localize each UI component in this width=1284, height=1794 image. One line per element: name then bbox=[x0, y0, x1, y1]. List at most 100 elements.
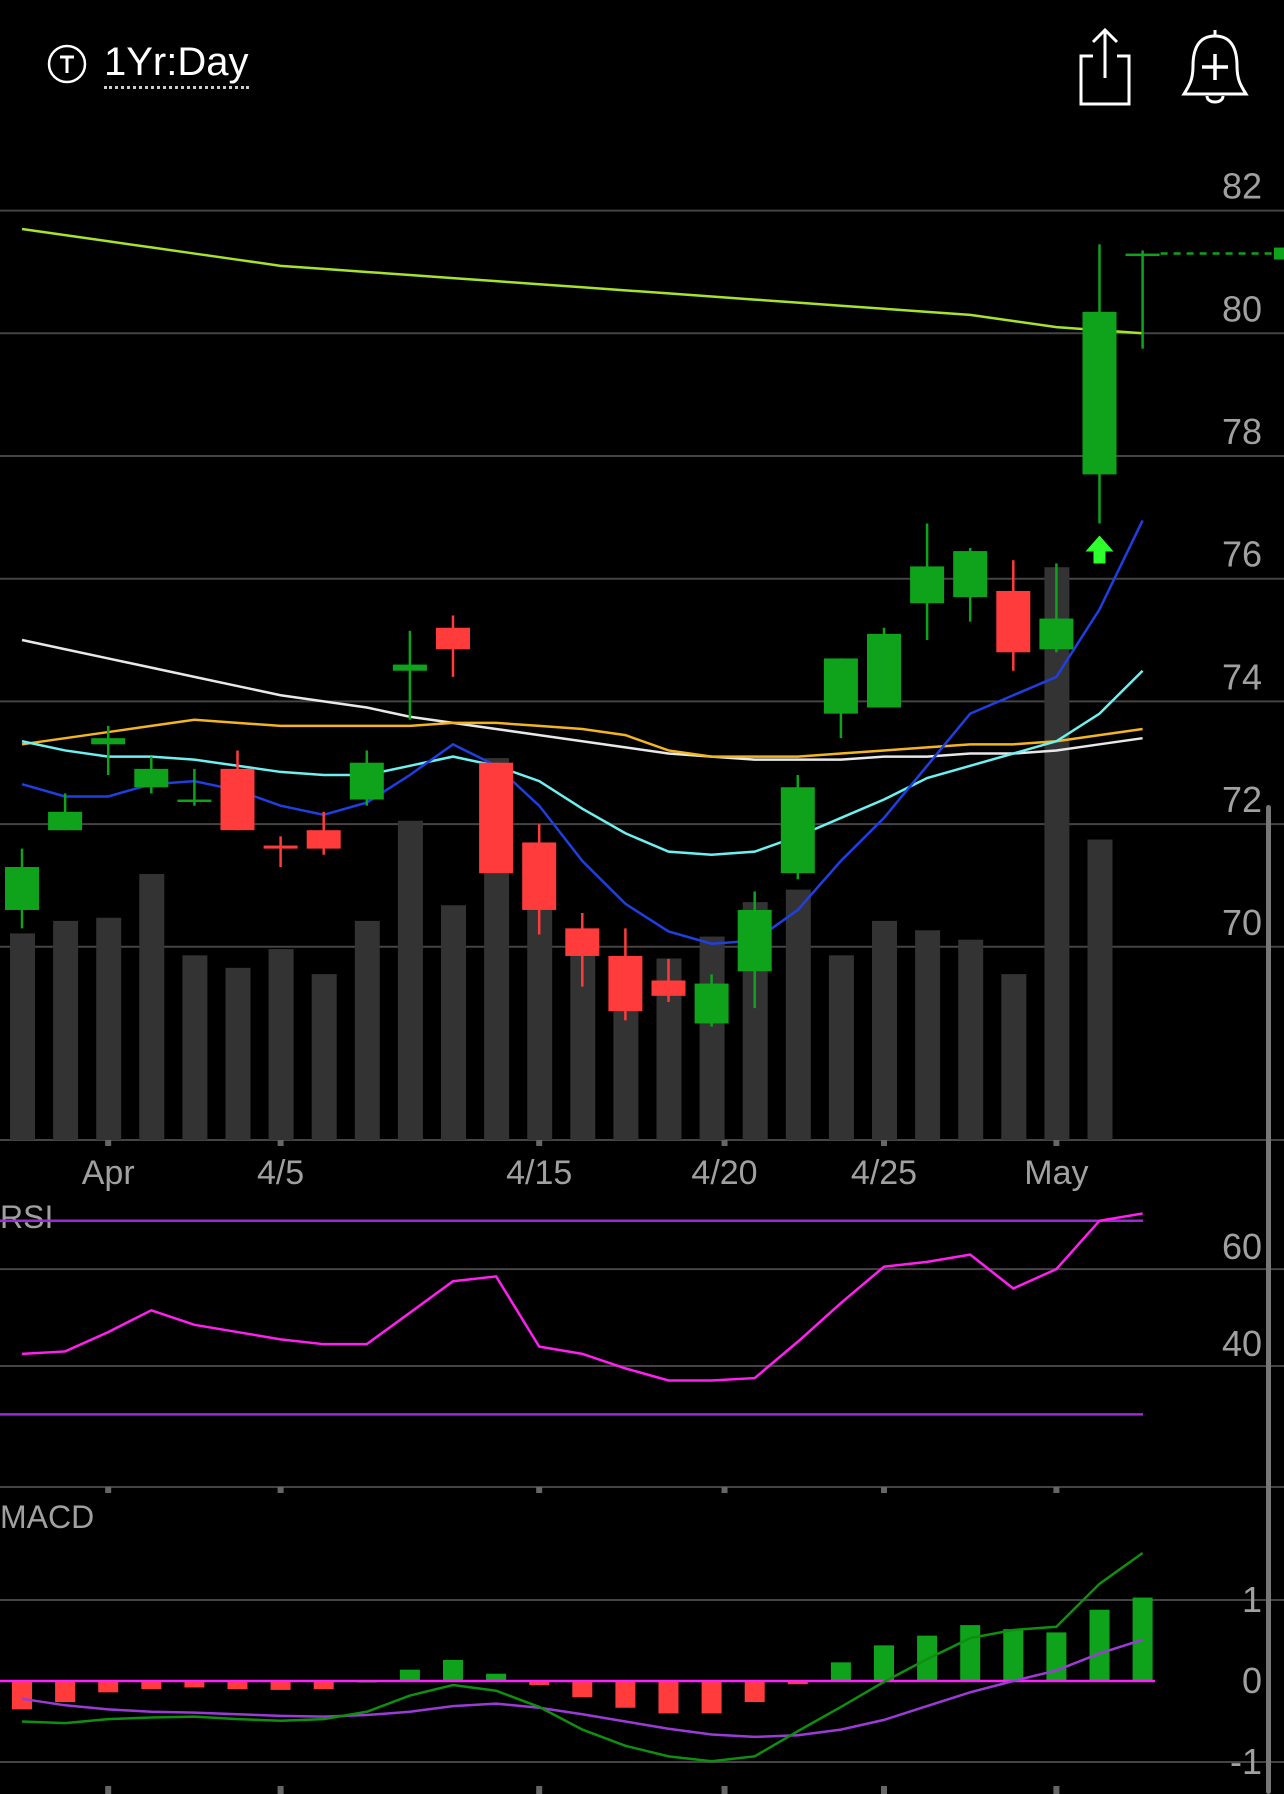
date-tick-mark bbox=[721, 1140, 728, 1146]
macd-histogram-bar bbox=[184, 1681, 205, 1688]
date-tick-label: 4/25 bbox=[851, 1154, 917, 1192]
candle-body bbox=[565, 928, 600, 956]
macd-histogram-bar bbox=[55, 1681, 76, 1703]
volume-bar bbox=[311, 974, 337, 1140]
candle-body bbox=[823, 658, 858, 714]
macd-histogram-bar bbox=[658, 1681, 679, 1714]
moving-average-line bbox=[21, 718, 1143, 758]
moving-averages bbox=[21, 227, 1144, 945]
macd-histogram-bar bbox=[1046, 1632, 1067, 1681]
macd-histogram-bar bbox=[830, 1662, 851, 1681]
scrollbar[interactable] bbox=[1266, 805, 1271, 1794]
macd-line bbox=[21, 1552, 1144, 1763]
price-tick-label: 74 bbox=[1222, 656, 1262, 697]
bell-plus-icon[interactable] bbox=[1180, 24, 1250, 108]
volume-bar bbox=[10, 933, 35, 1140]
macd-histogram-bar bbox=[701, 1681, 722, 1714]
price-tick-label: 70 bbox=[1222, 902, 1262, 943]
date-tick-mark bbox=[536, 1140, 543, 1146]
macd-tick-label: -1 bbox=[1230, 1741, 1262, 1782]
macd-tick-label: 0 bbox=[1242, 1660, 1262, 1701]
macd-histogram-bar bbox=[227, 1681, 248, 1690]
candle-body bbox=[349, 762, 384, 800]
volume-bar bbox=[785, 889, 811, 1140]
macd-histogram-bar bbox=[529, 1681, 550, 1686]
price-axis: 82 80 78 76 74 72 70 bbox=[1222, 166, 1262, 943]
moving-average-line bbox=[21, 519, 1144, 945]
buy-signal-arrow-icon bbox=[1085, 535, 1114, 564]
volume-bar bbox=[182, 955, 208, 1140]
candle-body bbox=[910, 566, 945, 604]
rsi-date-tick bbox=[105, 1487, 112, 1493]
macd-histogram-bar bbox=[141, 1681, 162, 1690]
candle-body bbox=[522, 842, 557, 910]
macd-histogram-bar bbox=[486, 1673, 507, 1681]
macd-title: MACD bbox=[0, 1499, 94, 1535]
date-tick-label: 4/20 bbox=[691, 1154, 757, 1192]
macd-signal-line bbox=[21, 1638, 1143, 1739]
macd-histogram-bar bbox=[874, 1645, 894, 1681]
date-tick-mark bbox=[105, 1140, 112, 1146]
rsi-line bbox=[21, 1212, 1143, 1382]
candle-body bbox=[91, 738, 126, 745]
price-tick-label: 82 bbox=[1222, 166, 1262, 207]
volume-bar bbox=[441, 905, 466, 1140]
macd-date-tick bbox=[881, 1786, 887, 1794]
candle-body bbox=[867, 633, 901, 708]
rsi-date-tick bbox=[536, 1487, 543, 1493]
volume-bar bbox=[397, 820, 423, 1140]
candle-body bbox=[1082, 311, 1117, 475]
price-tick-label: 78 bbox=[1222, 411, 1262, 452]
candlesticks bbox=[5, 244, 1284, 1027]
share-icon[interactable] bbox=[1075, 26, 1135, 106]
candle-body bbox=[177, 799, 212, 803]
top-bar: 1Yr:Day bbox=[0, 0, 1284, 130]
date-tick-mark bbox=[881, 1140, 887, 1146]
candle-body bbox=[5, 867, 39, 910]
volume-bar bbox=[958, 939, 984, 1140]
rsi-date-tick bbox=[881, 1487, 887, 1493]
volume-bar bbox=[139, 873, 165, 1140]
volume-bar bbox=[828, 955, 854, 1140]
candle-body bbox=[780, 787, 815, 874]
candle-body bbox=[48, 811, 83, 831]
date-axis: Apr 4/5 4/15 4/20 4/25 May bbox=[82, 1140, 1089, 1192]
candle-body bbox=[651, 980, 686, 996]
macd-histogram-bar bbox=[1003, 1629, 1024, 1681]
candle-body bbox=[392, 664, 427, 671]
candle-body bbox=[1039, 618, 1074, 650]
candle-body bbox=[220, 768, 255, 831]
price-tick-label: 80 bbox=[1222, 288, 1262, 329]
date-tick-label: 4/15 bbox=[506, 1154, 572, 1192]
candle-body bbox=[306, 830, 341, 849]
volume-bar bbox=[53, 920, 79, 1140]
macd-histogram-bar bbox=[443, 1659, 463, 1681]
candle-body bbox=[479, 762, 514, 874]
volume-bar bbox=[268, 949, 294, 1140]
macd-histogram-bar bbox=[1132, 1597, 1153, 1681]
macd-date-tick bbox=[105, 1786, 112, 1794]
volume-bar bbox=[1044, 567, 1070, 1140]
macd-histogram-bar bbox=[98, 1681, 119, 1693]
macd-histogram-bar bbox=[787, 1681, 808, 1685]
volume-bar bbox=[96, 917, 122, 1140]
timeframe-selector[interactable]: 1Yr:Day bbox=[104, 38, 249, 89]
macd-panel: MACD 1 0 -1 bbox=[0, 1499, 1284, 1794]
candle-body bbox=[134, 768, 169, 788]
grid-lines bbox=[0, 209, 1284, 1141]
candle-body bbox=[737, 909, 772, 972]
candle-body bbox=[263, 845, 298, 849]
candle-body bbox=[608, 955, 643, 1012]
macd-date-tick bbox=[536, 1786, 543, 1794]
rsi-tick-label: 40 bbox=[1222, 1323, 1262, 1364]
price-tick-label: 76 bbox=[1222, 534, 1262, 575]
date-tick-mark bbox=[277, 1140, 284, 1146]
volume-bar bbox=[915, 930, 941, 1140]
date-tick-label: May bbox=[1024, 1154, 1088, 1192]
candle-body bbox=[694, 983, 729, 1024]
rsi-date-tick bbox=[721, 1487, 728, 1493]
volume-bar bbox=[225, 967, 251, 1140]
macd-date-tick bbox=[721, 1786, 728, 1794]
volume-bar bbox=[354, 920, 380, 1140]
